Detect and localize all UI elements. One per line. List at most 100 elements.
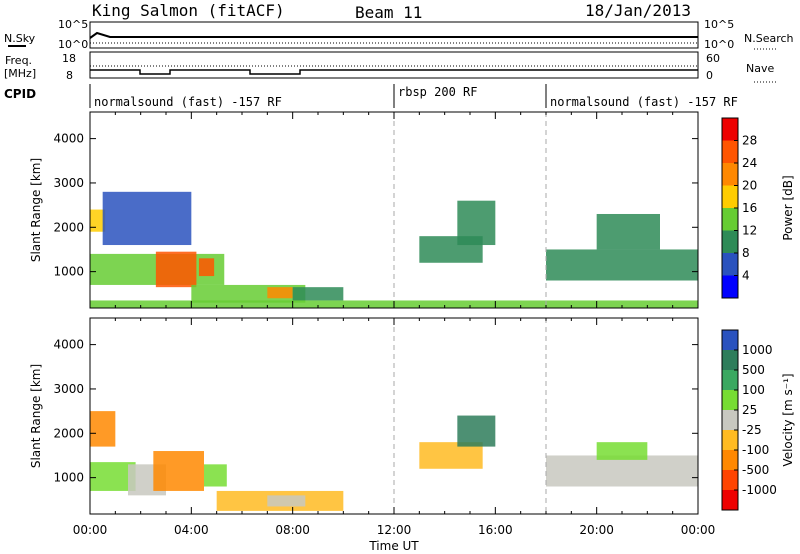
heatmap-cell: [153, 451, 204, 491]
freq-label-1: Freq.: [5, 54, 32, 67]
heatmap-cell: [546, 455, 698, 487]
y-axis-label: Slant Range [km]: [29, 158, 43, 262]
y-tick-label: 2000: [53, 426, 84, 440]
velocity-panel: 4000 3000 2000 1000 Slant Range [km]: [29, 317, 699, 515]
colorbar-tick-label: 25: [742, 403, 757, 417]
nsky-strip: [89, 21, 699, 49]
velocity-colorbar: 1000 500 100 25 -25 -100 -500 -1000 Velocity [m …: [721, 329, 795, 511]
heatmap-cell: [419, 442, 483, 469]
x-tick-label: 08:00: [275, 523, 310, 537]
heatmap-cell: [546, 249, 698, 281]
heatmap-cell: [457, 415, 496, 447]
nsky-tick-top: 10^5: [58, 18, 88, 31]
x-tick-label: 00:00: [681, 523, 716, 537]
colorbar-segment: [722, 390, 738, 411]
colorbar-tick-label: -500: [742, 463, 769, 477]
colorbar-segment: [722, 450, 738, 471]
heatmap-cell: [267, 287, 293, 299]
freq-strip: [89, 51, 699, 79]
cpid-strip: normalsound (fast) -157 RF rbsp 200 RF nor…: [89, 84, 738, 109]
x-tick-labels: 00:00 04:00 08:00 12:00 16:00 20:00 00:00: [73, 523, 716, 537]
colorbar-tick-label: 100: [742, 383, 765, 397]
colorbar-segment: [722, 230, 738, 254]
colorbar-segment: [722, 208, 738, 231]
colorbar-frame: [721, 329, 739, 511]
colorbar-tick-label: 16: [742, 201, 757, 215]
freq-label-2: [MHz]: [4, 67, 36, 80]
x-tick-label: 04:00: [174, 523, 209, 537]
x-tick-label: 20:00: [579, 523, 614, 537]
heatmap-cell: [204, 464, 227, 487]
colorbar-tick-label: 20: [742, 179, 757, 193]
cpid-segment-label: normalsound (fast) -157 RF: [94, 95, 282, 109]
y-tick-label: 3000: [53, 176, 84, 190]
colorbar-segment: [722, 185, 738, 209]
nsky-series: [89, 31, 698, 39]
heatmap-cell: [596, 213, 660, 250]
freq-series: [90, 69, 698, 75]
heatmap-cell: [267, 495, 306, 507]
nsearch-label: N.Search: [744, 32, 794, 45]
colorbar-tick-label: 1000: [742, 343, 773, 357]
freq-tick-bottom: 8: [66, 69, 73, 82]
heatmap-cell: [90, 209, 106, 232]
heatmap-cell: [155, 251, 197, 288]
beam-title: Beam 11: [355, 3, 422, 22]
colorbar-label: Power [dB]: [781, 175, 795, 240]
nsearch-tick-top: 10^5: [704, 18, 734, 31]
heatmap-cell: [457, 200, 496, 246]
heatmap-cell: [292, 287, 344, 301]
colorbar-segment: [722, 470, 738, 491]
colorbar-tick-label: 28: [742, 134, 757, 148]
colorbar-segment: [722, 350, 738, 371]
colorbar-tick-label: 500: [742, 363, 765, 377]
y-axis-label: Slant Range [km]: [29, 364, 43, 468]
nave-tick-bottom: 0: [706, 69, 713, 82]
colorbar-segment: [722, 140, 738, 164]
colorbar-tick-label: -100: [742, 443, 769, 457]
x-tick-label: 16:00: [478, 523, 513, 537]
power-colorbar: 28 24 20 16 12 8 4 Power [dB]: [721, 117, 795, 299]
nave-label: Nave: [746, 62, 774, 75]
colorbar-tick-label: -1000: [742, 483, 777, 497]
colorbar-segment: [722, 163, 738, 186]
heatmap-cell: [596, 442, 648, 460]
x-tick-label: 12:00: [377, 523, 412, 537]
colorbar-tick-label: 12: [742, 224, 757, 238]
colorbar-segment: [722, 275, 738, 299]
power-panel: 4000 3000 2000 1000 Slant Range [km]: [29, 111, 699, 309]
x-tick-label: 00:00: [73, 523, 108, 537]
heatmap-cell: [198, 258, 215, 277]
colorbar-segment: [722, 370, 738, 391]
colorbar-segment: [722, 253, 738, 276]
nave-tick-top: 60: [706, 52, 720, 65]
nsearch-tick-bottom: 10^0: [704, 38, 734, 51]
y-tick-label: 4000: [53, 132, 84, 146]
colorbar-tick-label: 24: [742, 156, 757, 170]
freq-tick-top: 18: [62, 52, 76, 65]
colorbar-tick-label: -25: [742, 423, 762, 437]
heatmap-cell: [90, 411, 116, 447]
heatmap-cell: [102, 191, 192, 246]
colorbar-segment: [722, 118, 738, 141]
nsky-label: N.Sky: [4, 32, 36, 45]
date-title: 18/Jan/2013: [585, 1, 691, 20]
colorbar-label: Velocity [m s⁻¹]: [781, 373, 795, 466]
y-tick-label: 3000: [53, 382, 84, 396]
colorbar-segment: [722, 330, 738, 351]
colorbar-segment: [722, 410, 738, 431]
colorbar-segment: [722, 430, 738, 451]
y-tick-label: 1000: [53, 471, 84, 485]
colorbar-segment: [722, 490, 738, 511]
station-title: King Salmon (fitACF): [92, 1, 285, 20]
y-tick-label: 2000: [53, 220, 84, 234]
y-tick-label: 4000: [53, 338, 84, 352]
cpid-segment-label: rbsp 200 RF: [398, 85, 477, 99]
x-axis-label: Time UT: [368, 539, 419, 553]
y-tick-label: 1000: [53, 265, 84, 279]
colorbar-tick-label: 8: [742, 246, 750, 260]
cpid-segment-label: normalsound (fast) -157 RF: [550, 95, 738, 109]
nsky-tick-bottom: 10^0: [58, 38, 88, 51]
cpid-label: CPID: [4, 87, 36, 101]
